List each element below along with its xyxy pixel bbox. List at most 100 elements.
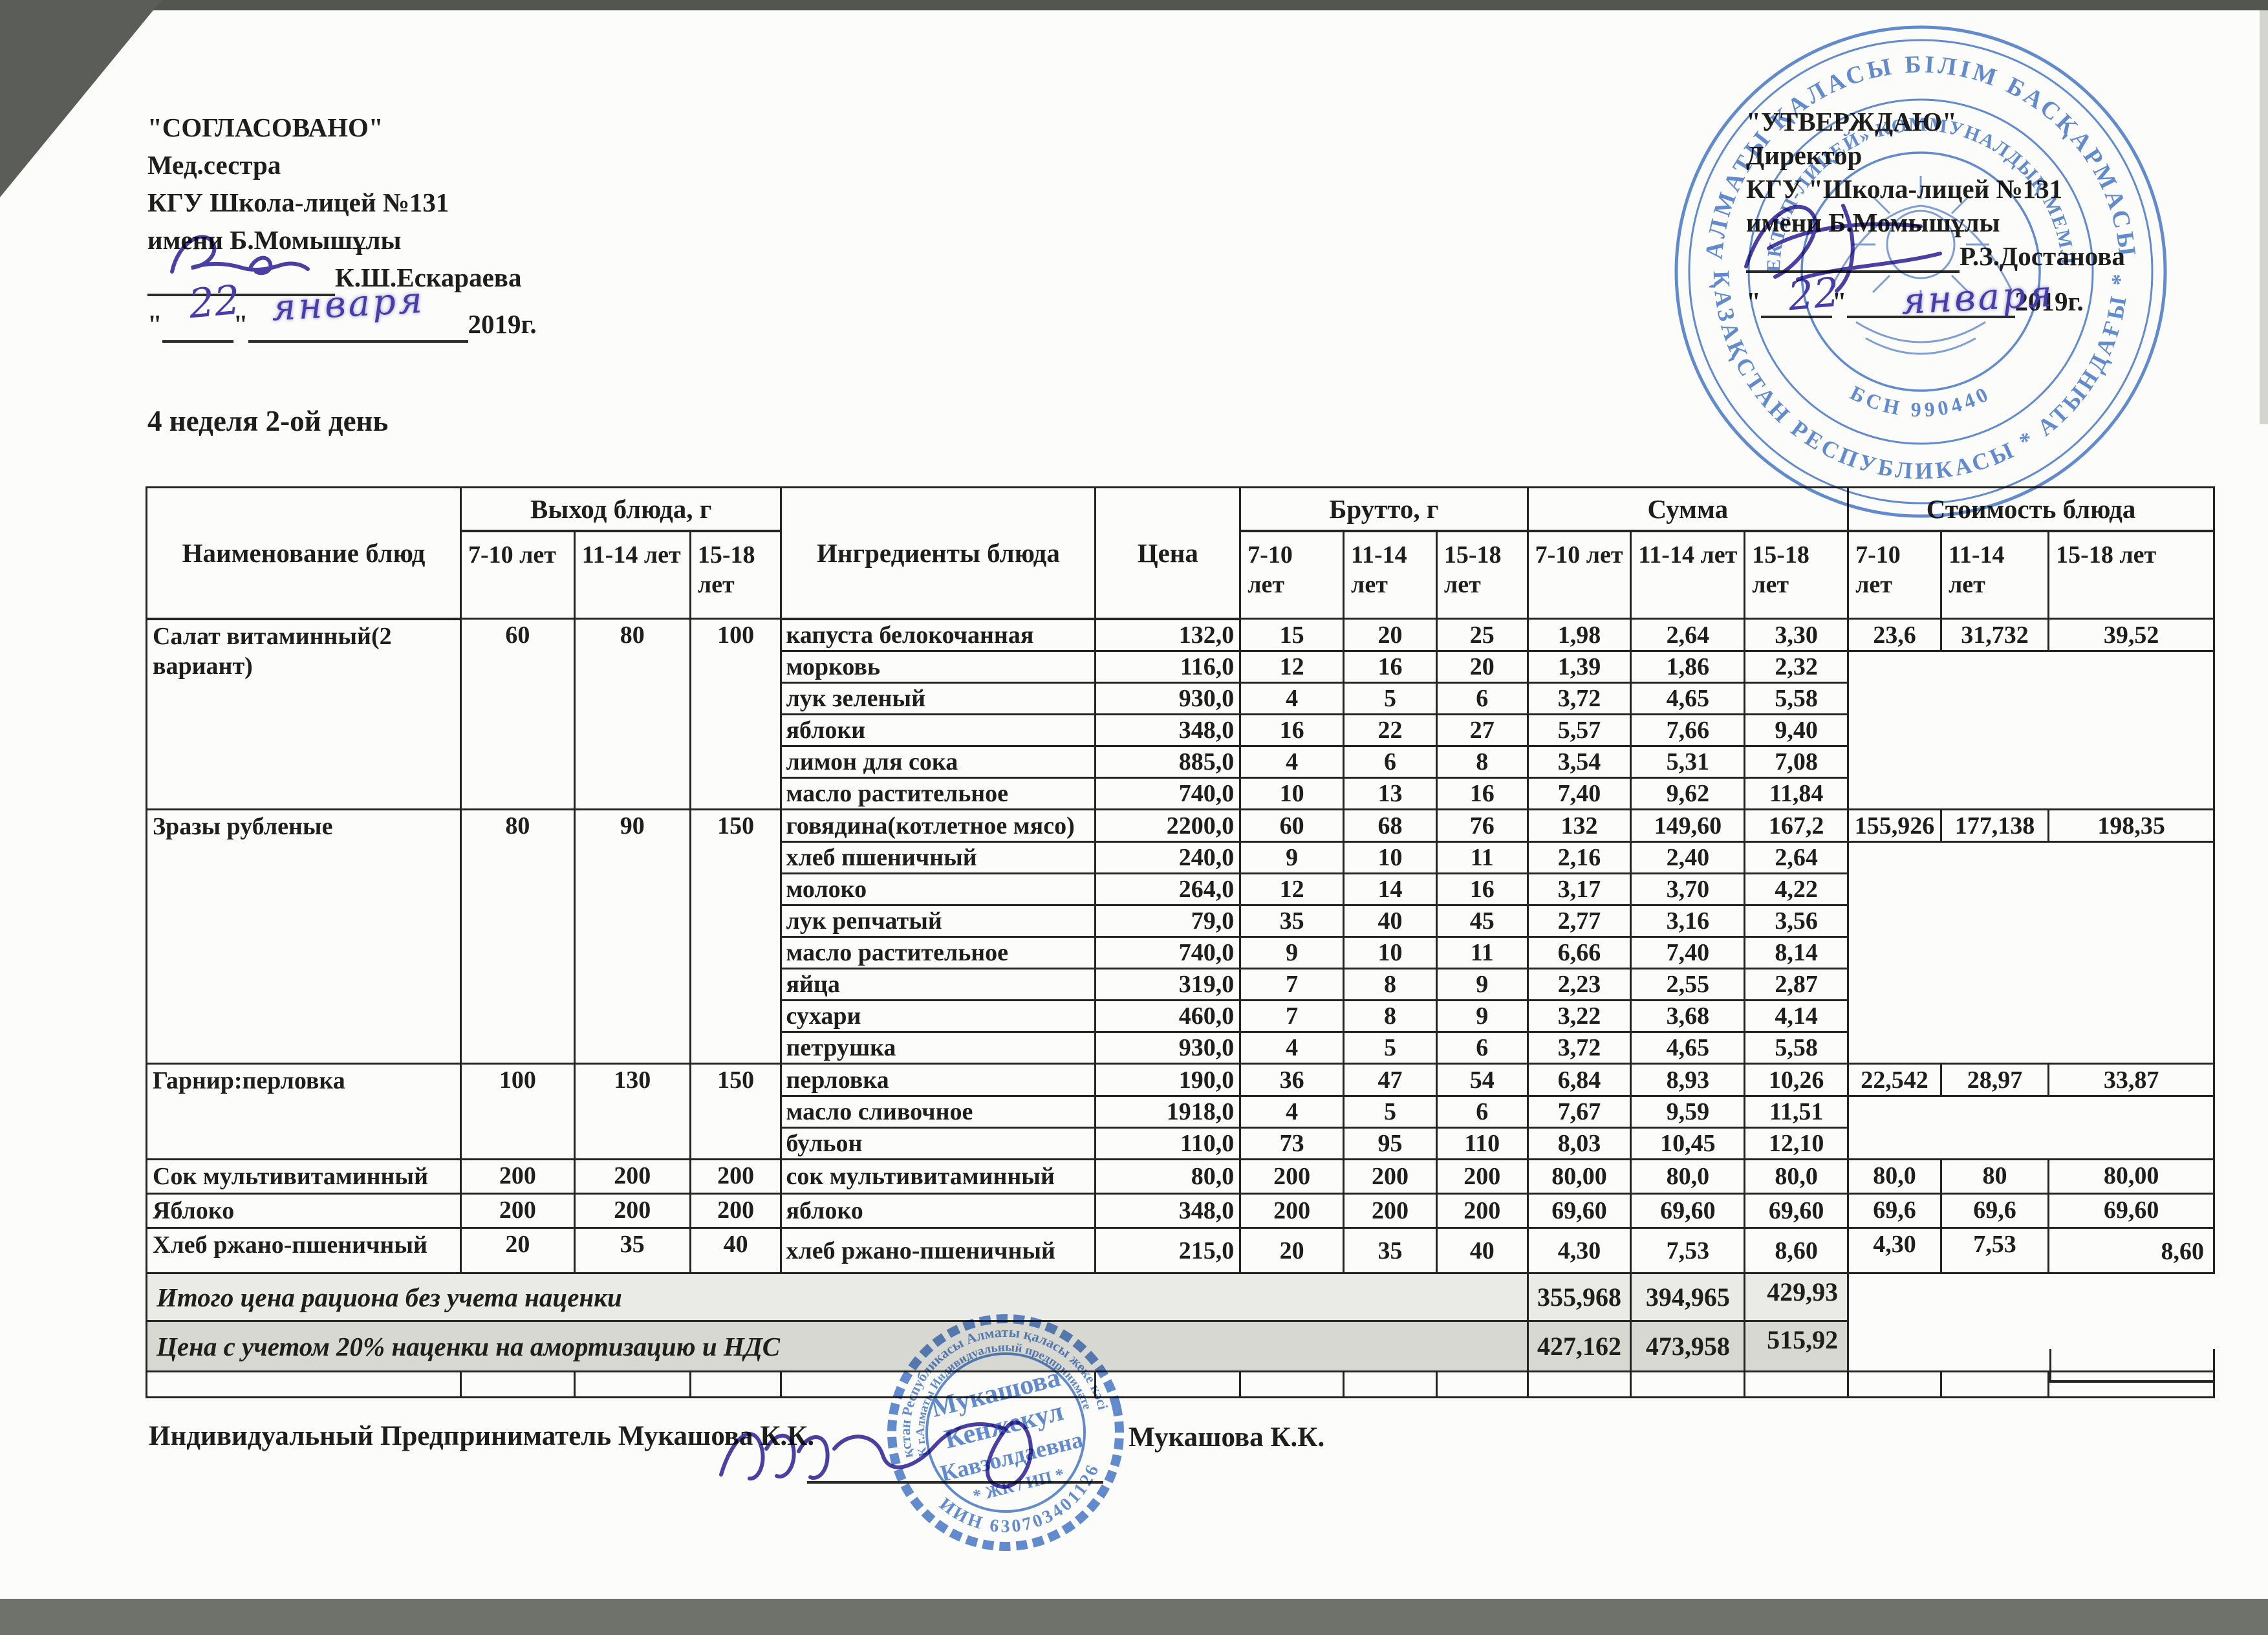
out-cell: 200 xyxy=(459,1158,576,1195)
num-cell: 5,58 xyxy=(1744,1031,1850,1065)
table-row: яйца 319,0 7 8 9 2,23 2,55 2,87 xyxy=(147,968,2214,1001)
num-cell: 3,70 xyxy=(1630,872,1746,906)
approved-block: "УТВЕРЖДАЮ" Директор КГУ "Школа-лицей №1… xyxy=(1746,105,2125,318)
num-cell: 7,40 xyxy=(1630,936,1746,969)
cost-cell: 155,926 xyxy=(1847,808,1942,843)
num-cell: 3,30 xyxy=(1744,618,1850,652)
num-cell: 2,40 xyxy=(1630,841,1746,874)
col-sum-header: Сумма xyxy=(1526,486,1850,532)
num-cell: 20 xyxy=(1239,1227,1345,1274)
price-cell: 319,0 xyxy=(1094,968,1242,1001)
date-month-blank xyxy=(248,308,468,343)
out-cell: 60 xyxy=(459,618,576,810)
cost-cell: 28,97 xyxy=(1939,1063,2050,1097)
price-cell: 110,0 xyxy=(1094,1127,1242,1160)
quote: " xyxy=(1831,287,1847,316)
age-col-cost-1: 7-10 лет xyxy=(1847,530,1942,620)
out-cell: 80 xyxy=(459,808,576,1065)
price-cell: 930,0 xyxy=(1094,1031,1242,1065)
approved-org1: КГУ "Школа-лицей №131 xyxy=(1746,174,2063,204)
menu-cost-table: Наименование блюд Выход блюда, г Ингреди… xyxy=(146,486,2215,1398)
num-cell: 200 xyxy=(1435,1193,1529,1229)
out-cell: 35 xyxy=(573,1227,691,1274)
dish-cell: Салат витаминный(2 вариант) xyxy=(146,618,462,810)
table-header-groups: Наименование блюд Выход блюда, г Ингреди… xyxy=(146,486,2215,620)
entrepreneur-round-stamp: Қазақстан Республикасы Алматы қаласы жек… xyxy=(837,1264,1124,1555)
num-cell: 4,22 xyxy=(1744,872,1850,906)
date-day-blank xyxy=(1760,283,1832,318)
price-cell: 930,0 xyxy=(1094,682,1242,715)
num-cell: 36 xyxy=(1239,1063,1345,1097)
table-row: масло растительное 740,0 9 10 11 6,66 7,40 8,14 xyxy=(147,936,2214,969)
num-cell: 7 xyxy=(1239,968,1345,1001)
num-cell: 12 xyxy=(1239,650,1345,684)
stamp-ring-text: БСН 990440 xyxy=(1846,381,1991,421)
ing-cell: хлеб ржано-пшеничный xyxy=(780,1227,1097,1274)
cost-cell: 4,30 xyxy=(1847,1227,1942,1274)
out-cell: 100 xyxy=(459,1063,576,1160)
num-cell: 54 xyxy=(1435,1063,1529,1097)
num-cell: 11,51 xyxy=(1744,1095,1850,1129)
agreed-block: "СОГЛАСОВАНО" Мед.сестра КГУ Школа-лицей… xyxy=(147,109,537,343)
table-row: лук зеленый 930,0 4 5 6 3,72 4,65 5,58 xyxy=(147,682,2214,715)
num-cell: 4 xyxy=(1239,745,1345,779)
footer-signature-line xyxy=(807,1481,1103,1484)
out-cell: 150 xyxy=(689,808,783,1065)
ing-cell: капуста белокочанная xyxy=(780,618,1097,652)
ing-cell: лук зеленый xyxy=(780,682,1097,715)
table-row: бульон 110,0 73 95 110 8,03 10,45 12,10 xyxy=(147,1127,2214,1160)
num-cell: 2,77 xyxy=(1526,904,1632,938)
num-cell: 2,32 xyxy=(1744,650,1850,684)
age-col-brutto-3: 15-18 лет xyxy=(1435,530,1529,620)
cost-cell: 177,138 xyxy=(1939,808,2050,843)
age-col-cost-2: 11-14 лет xyxy=(1939,530,2050,620)
num-cell: 6,66 xyxy=(1526,936,1632,969)
num-cell: 7,67 xyxy=(1526,1095,1632,1129)
num-cell: 22 xyxy=(1343,713,1438,747)
stub-cell xyxy=(1526,1370,1632,1398)
agreed-year: 2019г. xyxy=(468,309,537,339)
num-cell: 1,86 xyxy=(1630,650,1746,684)
price-cell: 132,0 xyxy=(1094,618,1242,652)
num-cell: 69,60 xyxy=(1630,1193,1746,1229)
num-cell: 6,84 xyxy=(1526,1063,1632,1097)
col-price-header: Цена xyxy=(1094,486,1242,620)
num-cell: 9 xyxy=(1239,841,1345,874)
approved-year: 2019г. xyxy=(2014,287,2084,316)
table-row: лук репчатый 79,0 35 40 45 2,77 3,16 3,56 xyxy=(147,904,2214,938)
total-row: Итого цена рациона без учета наценки 355,… xyxy=(146,1272,2214,1322)
out-cell: 200 xyxy=(459,1193,576,1229)
ing-cell: хлеб пшеничный xyxy=(780,841,1097,874)
dish-cell: Гарнир:перловка xyxy=(146,1063,462,1160)
num-cell: 40 xyxy=(1343,904,1438,938)
price-cell: 740,0 xyxy=(1094,936,1242,969)
price-cell: 215,0 xyxy=(1094,1227,1242,1274)
table-row: Яблоко 200 200 200 яблоко 348,0 200 200 200 69,60… xyxy=(146,1193,2215,1229)
num-cell: 10 xyxy=(1239,777,1345,810)
out-cell: 100 xyxy=(689,618,783,810)
num-cell: 10,26 xyxy=(1744,1063,1850,1097)
scan-corner-fold xyxy=(0,0,162,197)
num-cell: 69,60 xyxy=(1526,1193,1632,1229)
num-cell: 80,0 xyxy=(1744,1158,1850,1195)
price-cell: 264,0 xyxy=(1094,872,1242,906)
ing-cell: яйца xyxy=(780,968,1097,1001)
stub-cell xyxy=(2047,1370,2215,1398)
scan-edge-top xyxy=(0,0,2268,10)
num-cell: 3,22 xyxy=(1526,999,1632,1033)
price-cell: 740,0 xyxy=(1094,777,1242,810)
stub-cell xyxy=(1939,1370,2050,1398)
num-cell: 5,57 xyxy=(1526,713,1632,747)
cost-cell: 80,00 xyxy=(2047,1158,2215,1195)
signature-blank xyxy=(147,265,335,296)
tval-cell: 429,93 xyxy=(1744,1272,1850,1322)
ing-cell: бульон xyxy=(780,1127,1097,1160)
num-cell: 2,87 xyxy=(1744,968,1850,1001)
tval-cell: 473,958 xyxy=(1630,1320,1746,1372)
approved-signature-line: Р.З.Достанова xyxy=(1746,239,2125,273)
num-cell: 3,72 xyxy=(1526,682,1632,715)
num-cell: 3,17 xyxy=(1526,872,1632,906)
price-cell: 460,0 xyxy=(1094,999,1242,1033)
col-dish-header: Наименование блюд xyxy=(146,486,462,620)
num-cell: 95 xyxy=(1343,1127,1438,1160)
